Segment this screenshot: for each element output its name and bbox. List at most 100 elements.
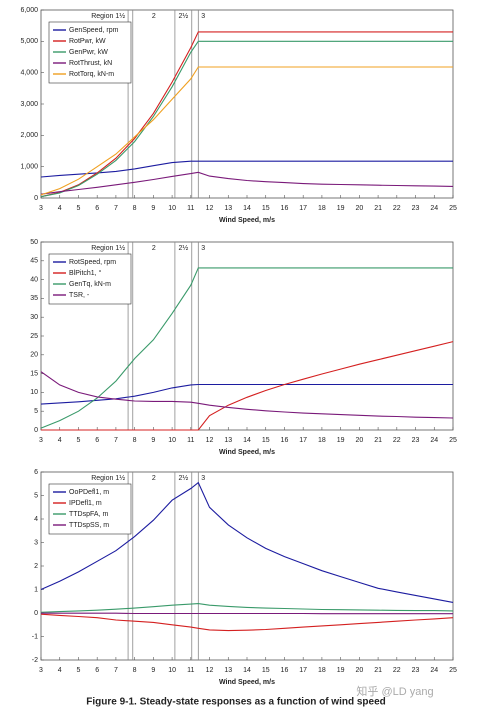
x-tick-label: 13 xyxy=(224,667,232,674)
x-tick-label: 24 xyxy=(430,437,438,444)
x-tick-label: 22 xyxy=(393,437,401,444)
x-tick-label: 23 xyxy=(412,437,420,444)
region-label: 3 xyxy=(201,245,205,252)
x-tick-label: 4 xyxy=(58,667,62,674)
watermark: 知乎 @LD yang xyxy=(356,684,433,698)
x-tick-label: 6 xyxy=(95,667,99,674)
region-label: 3 xyxy=(201,475,205,482)
x-tick-label: 16 xyxy=(281,205,289,212)
series-line xyxy=(41,341,454,431)
series-line xyxy=(41,612,453,615)
x-tick-label: 10 xyxy=(168,437,176,444)
series-line xyxy=(40,31,453,198)
x-tick-label: 22 xyxy=(393,205,401,212)
region-label: 2 xyxy=(152,475,156,482)
legend-label: TTDspSS, m xyxy=(69,522,109,529)
x-tick-label: 19 xyxy=(337,667,345,674)
x-tick-label: 11 xyxy=(187,437,194,444)
region-label: 2 xyxy=(152,245,156,252)
x-tick-label: 13 xyxy=(224,205,232,212)
y-tick-label: 5 xyxy=(34,492,38,499)
x-tick-label: 7 xyxy=(114,205,118,212)
x-tick-label: 12 xyxy=(206,205,214,212)
y-tick-label: 3,000 xyxy=(20,101,38,108)
x-tick-label: 21 xyxy=(374,437,382,444)
y-tick-label: 5 xyxy=(34,408,38,415)
x-tick-label: 5 xyxy=(77,205,81,212)
y-tick-label: 15 xyxy=(30,370,38,377)
x-tick-label: 23 xyxy=(412,667,420,674)
legend-label: GenTq, kN-m xyxy=(69,281,111,288)
y-tick-label: 2 xyxy=(34,563,38,570)
x-tick-label: 14 xyxy=(243,667,251,674)
x-tick-label: 4 xyxy=(58,205,62,212)
x-tick-label: 20 xyxy=(355,667,363,674)
x-tick-label: 12 xyxy=(206,437,214,444)
y-tick-label: 3 xyxy=(34,539,38,546)
x-tick-label: 25 xyxy=(449,667,457,674)
x-tick-label: 17 xyxy=(299,667,307,674)
x-tick-label: 11 xyxy=(187,205,194,212)
x-tick-label: 6 xyxy=(95,205,99,212)
x-tick-label: 12 xyxy=(206,667,214,674)
x-tick-label: 9 xyxy=(151,667,155,674)
x-axis-label: Wind Speed, m/s xyxy=(219,679,275,686)
y-tick-label: -1 xyxy=(32,633,38,640)
x-tick-label: 8 xyxy=(133,667,137,674)
x-tick-label: 5 xyxy=(77,437,81,444)
series-line xyxy=(40,371,454,419)
x-tick-label: 15 xyxy=(262,667,270,674)
legend-label: RotTorq, kN-m xyxy=(69,71,114,78)
y-tick-label: 30 xyxy=(30,314,38,321)
series-line xyxy=(40,171,454,195)
region-label: Region 1½ xyxy=(91,12,125,20)
region-label: 3 xyxy=(201,13,205,20)
legend-label: BlPitch1, ° xyxy=(69,269,102,277)
x-tick-label: 9 xyxy=(151,437,155,444)
x-tick-label: 21 xyxy=(374,667,382,674)
region-label: 2½ xyxy=(178,244,188,252)
x-tick-label: 14 xyxy=(243,205,251,212)
legend-label: GenPwr, kW xyxy=(69,49,108,56)
y-tick-label: 4 xyxy=(34,516,38,523)
y-tick-label: 35 xyxy=(30,295,38,302)
x-tick-label: 21 xyxy=(374,205,382,212)
x-tick-label: 20 xyxy=(355,205,363,212)
x-tick-label: 18 xyxy=(318,437,326,444)
y-tick-label: 40 xyxy=(30,276,38,283)
x-axis-label: Wind Speed, m/s xyxy=(219,449,275,456)
x-tick-label: 25 xyxy=(449,205,457,212)
legend-label: RotThrust, kN xyxy=(69,60,112,67)
y-tick-label: 6,000 xyxy=(20,7,38,14)
x-tick-label: 7 xyxy=(114,667,118,674)
legend-label: IPDefl1, m xyxy=(69,500,102,507)
x-tick-label: 19 xyxy=(337,437,345,444)
series-line xyxy=(40,40,453,198)
y-tick-label: -2 xyxy=(32,657,38,664)
x-tick-label: 13 xyxy=(224,437,232,444)
x-tick-label: 22 xyxy=(393,667,401,674)
x-tick-label: 24 xyxy=(430,205,438,212)
x-tick-label: 18 xyxy=(318,667,326,674)
x-tick-label: 25 xyxy=(449,437,457,444)
y-tick-label: 20 xyxy=(30,352,38,359)
series-line xyxy=(40,603,454,613)
legend-label: RotPwr, kW xyxy=(69,38,106,45)
x-tick-label: 8 xyxy=(133,205,137,212)
x-tick-label: 3 xyxy=(39,667,43,674)
x-tick-label: 16 xyxy=(281,667,289,674)
y-tick-label: 1 xyxy=(34,586,38,593)
x-tick-label: 15 xyxy=(262,205,270,212)
y-tick-label: 2,000 xyxy=(20,132,38,139)
series-line xyxy=(40,267,453,429)
series-line xyxy=(40,66,453,196)
x-tick-label: 17 xyxy=(299,205,307,212)
x-tick-label: 15 xyxy=(262,437,270,444)
x-tick-label: 10 xyxy=(168,667,176,674)
series-line xyxy=(40,613,454,632)
x-tick-label: 17 xyxy=(299,437,307,444)
y-tick-label: 50 xyxy=(30,239,38,246)
x-tick-label: 4 xyxy=(58,437,62,444)
region-label: Region 1½ xyxy=(91,244,125,252)
